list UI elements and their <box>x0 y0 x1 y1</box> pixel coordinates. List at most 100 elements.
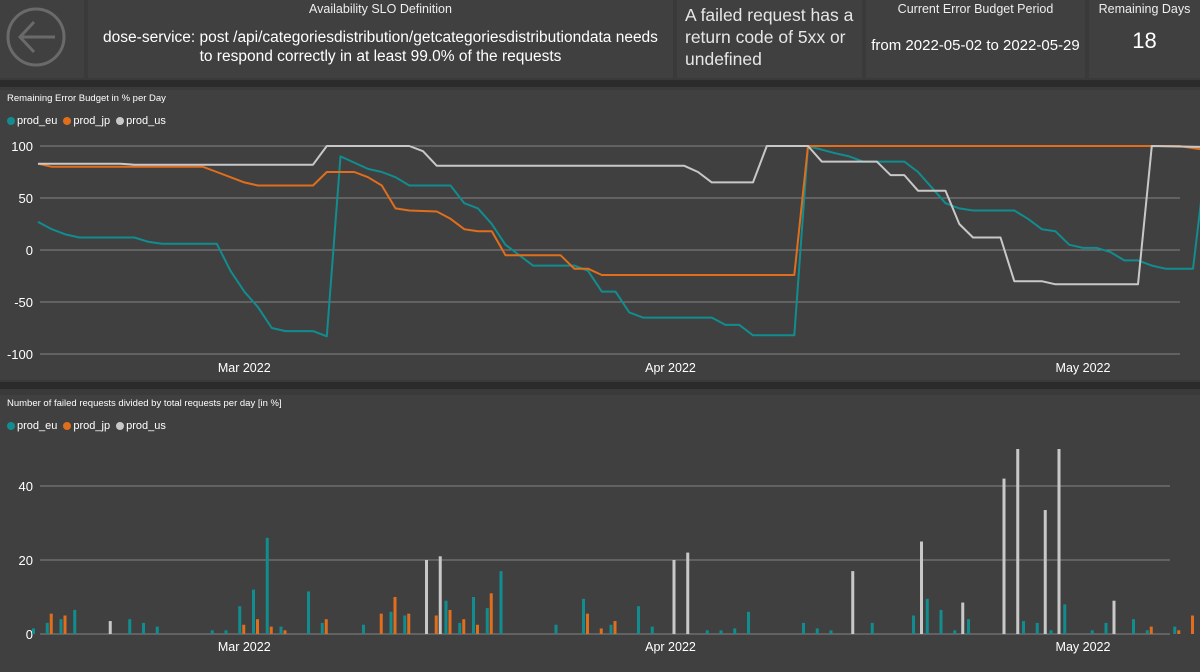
series-line-prod_eu[interactable] <box>37 145 1200 338</box>
legend-item[interactable]: prod_us <box>116 420 166 432</box>
failure-rate-bar-chart[interactable]: 40 20 0 Mar 2022 Apr 2022 May 2022 <box>0 395 1200 672</box>
bar-prod_eu[interactable] <box>1173 626 1177 634</box>
bar-prod_jp[interactable] <box>434 615 438 635</box>
bar-prod_eu[interactable] <box>554 624 558 634</box>
bar-prod_us[interactable] <box>672 560 676 634</box>
bar-prod_eu[interactable] <box>705 630 709 634</box>
bar-prod_jp[interactable] <box>448 609 452 634</box>
bar-prod_eu[interactable] <box>1022 621 1025 634</box>
bar-prod_eu[interactable] <box>32 628 35 634</box>
bar-prod_eu[interactable] <box>733 628 737 634</box>
legend-item[interactable]: prod_us <box>116 115 166 127</box>
bar-prod_jp[interactable] <box>1191 615 1194 635</box>
bar-prod_us[interactable] <box>851 571 855 634</box>
bar-prod_jp[interactable] <box>1177 630 1181 634</box>
series-line-prod_us[interactable] <box>38 145 1200 286</box>
bar-prod_us[interactable] <box>1057 449 1061 634</box>
bar-prod_eu[interactable] <box>403 615 407 635</box>
legend-item[interactable]: prod_eu <box>7 420 57 432</box>
bar-prod_eu[interactable] <box>155 626 159 634</box>
back-arrow-icon[interactable] <box>0 0 84 78</box>
error-budget-line-chart[interactable]: 100 50 0 -50 -100 Mar 2022 Apr 2022 May 2022 <box>0 90 1200 380</box>
bar-prod_eu[interactable] <box>1063 604 1067 634</box>
bar-prod_eu[interactable] <box>582 598 585 634</box>
bar-prod_us[interactable] <box>438 556 442 634</box>
bar-prod_jp[interactable] <box>613 621 617 634</box>
bar-prod_eu[interactable] <box>609 624 613 634</box>
bar-prod_eu[interactable] <box>637 606 640 634</box>
bar-prod_eu[interactable] <box>925 598 929 634</box>
bar-prod_jp[interactable] <box>49 613 53 634</box>
bar-prod_us[interactable] <box>1112 600 1116 634</box>
bar-prod_eu[interactable] <box>953 630 957 634</box>
bar-prod_us[interactable] <box>1043 510 1047 634</box>
bar-prod_jp[interactable] <box>283 630 287 634</box>
bar-prod_jp[interactable] <box>379 613 383 634</box>
bar-prod_eu[interactable] <box>1132 619 1135 634</box>
bar-prod_eu[interactable] <box>939 609 943 634</box>
back-button-tile[interactable] <box>0 0 84 78</box>
bar-prod_eu[interactable] <box>307 591 310 634</box>
bar-prod_eu[interactable] <box>912 615 915 635</box>
bar-prod_eu[interactable] <box>1049 630 1053 634</box>
bar-prod_eu[interactable] <box>458 622 462 634</box>
bar-prod_jp[interactable] <box>324 619 328 634</box>
bar-prod_eu[interactable] <box>238 606 242 634</box>
bar-prod_eu[interactable] <box>967 619 970 634</box>
bar-prod_eu[interactable] <box>829 630 833 634</box>
bar-prod_jp[interactable] <box>256 619 259 634</box>
bar-prod_us[interactable] <box>686 552 690 634</box>
bar-prod_jp[interactable] <box>63 615 67 635</box>
remaining-days-value: 18 <box>1132 28 1157 53</box>
bar-prod_jp[interactable] <box>476 624 479 634</box>
bar-prod_jp[interactable] <box>407 613 411 634</box>
bar-prod_eu[interactable] <box>1145 630 1149 634</box>
bar-prod_jp[interactable] <box>599 628 603 634</box>
bar-prod_eu[interactable] <box>252 589 255 634</box>
bar-prod_eu[interactable] <box>265 537 269 634</box>
bar-prod_eu[interactable] <box>650 626 654 634</box>
bar-prod_eu[interactable] <box>128 619 132 634</box>
bar-prod_jp[interactable] <box>269 626 273 634</box>
bar-prod_us[interactable] <box>1016 449 1020 634</box>
bar-prod_eu[interactable] <box>815 628 819 634</box>
bar-prod_us[interactable] <box>425 560 428 634</box>
bar-prod_eu[interactable] <box>389 611 393 634</box>
bar-prod_eu[interactable] <box>499 571 503 634</box>
bar-prod_eu[interactable] <box>747 611 750 634</box>
bar-prod_jp[interactable] <box>242 624 246 634</box>
chart-legend: prod_eu prod_jp prod_us <box>7 115 166 127</box>
bar-prod_jp[interactable] <box>462 619 466 634</box>
bar-prod_eu[interactable] <box>1035 622 1039 634</box>
bar-prod_eu[interactable] <box>59 619 63 634</box>
bar-prod_eu[interactable] <box>45 622 49 634</box>
bar-prod_eu[interactable] <box>224 630 228 634</box>
bar-prod_us[interactable] <box>920 541 923 635</box>
bar-prod_eu[interactable] <box>1104 622 1108 634</box>
legend-item[interactable]: prod_jp <box>63 420 110 432</box>
bar-prod_eu[interactable] <box>73 609 77 634</box>
bar-prod_eu[interactable] <box>472 597 475 634</box>
bar-prod_us[interactable] <box>108 621 112 634</box>
bar-prod_jp[interactable] <box>586 613 589 634</box>
legend-label: prod_jp <box>73 420 111 432</box>
bar-prod_eu[interactable] <box>279 626 283 634</box>
bar-prod_jp[interactable] <box>1149 626 1153 634</box>
bar-prod_jp[interactable] <box>393 597 397 634</box>
legend-item[interactable]: prod_jp <box>63 115 110 127</box>
bar-prod_eu[interactable] <box>210 630 214 634</box>
bar-prod_eu[interactable] <box>802 622 805 634</box>
bar-prod_eu[interactable] <box>485 608 489 634</box>
bar-prod_us[interactable] <box>961 602 965 634</box>
bar-prod_jp[interactable] <box>489 593 493 634</box>
bar-prod_eu[interactable] <box>142 622 145 634</box>
bar-prod_eu[interactable] <box>362 624 365 634</box>
bar-prod_eu[interactable] <box>870 622 874 634</box>
failure-rule-card: A failed request has a return code of 5x… <box>677 0 862 78</box>
bar-prod_eu[interactable] <box>444 600 448 634</box>
bar-prod_eu[interactable] <box>719 630 723 634</box>
bar-prod_eu[interactable] <box>1090 630 1094 634</box>
legend-item[interactable]: prod_eu <box>7 115 57 127</box>
bar-prod_eu[interactable] <box>320 622 324 634</box>
bar-prod_us[interactable] <box>1002 478 1006 634</box>
